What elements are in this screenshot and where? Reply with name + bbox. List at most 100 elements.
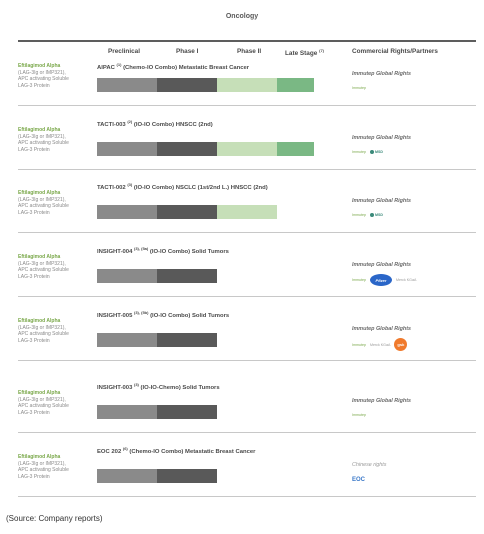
- drug-description: Eftilagimod Alpha (LAG-3Ig or IMP321), APC…: [18, 127, 100, 153]
- progress-segment-late-stage: [277, 78, 314, 92]
- drug-name: Eftilagimod Alpha: [18, 318, 61, 324]
- merck-mark-icon: [369, 150, 374, 154]
- partner-logo-text: Immutep: [352, 150, 366, 154]
- trial-reference: (6): [122, 446, 128, 451]
- progress-segment-preclinical: [97, 333, 157, 347]
- progress-segment-phase2: [217, 142, 277, 156]
- partner-logo-text: Immutep: [352, 278, 366, 282]
- partner-logo-text: Merck KGaA: [369, 342, 391, 347]
- drug-desc-line: APC activating Soluble: [18, 267, 69, 274]
- header-rights: Commercial Rights/Partners: [352, 48, 438, 55]
- drug-name: Eftilagimod Alpha: [18, 254, 61, 260]
- commercial-rights-label: Immutep Global Rights: [352, 262, 411, 268]
- trial-title: TACTI-002 (3) (IO-IO Combo) NSCLC (1st/2…: [97, 182, 268, 191]
- trial-title: EOC 202 (6) (Chemo-IO Combo) Metastatic …: [97, 446, 255, 455]
- trial-name: INSIGHT-003: [97, 384, 133, 391]
- drug-desc-line: LAG-3 Protein: [18, 273, 50, 280]
- progress-segment-phase1: [157, 78, 217, 92]
- commercial-rights-label: Chinese rights: [352, 462, 387, 468]
- drug-name: Eftilagimod Alpha: [18, 390, 61, 396]
- drug-desc-line: APC activating Soluble: [18, 140, 69, 147]
- drug-desc-line: (LAG-3Ig or IMP321),: [18, 460, 66, 467]
- immutep-logo: Immutep: [352, 413, 366, 417]
- partner-logo-text: Immutep: [352, 213, 366, 217]
- header-late-stage-label: Late Stage: [285, 50, 318, 58]
- trial-reference: (3): [134, 382, 139, 387]
- trial-name: AIPAC: [97, 64, 115, 71]
- trial-description: (IO-IO-Chemo) Solid Tumors: [140, 384, 220, 391]
- drug-description: Eftilagimod Alpha (LAG-3Ig or IMP321), APC…: [18, 254, 100, 280]
- progress-segment-preclinical: [97, 78, 157, 92]
- drug-desc-line: APC activating Soluble: [18, 331, 69, 338]
- drug-desc-line: LAG-3 Protein: [18, 146, 50, 153]
- trial-name: INSIGHT-004: [97, 248, 133, 255]
- drug-desc-line: LAG-3 Protein: [18, 337, 50, 344]
- trial-description: (IO-IO Combo) Solid Tumors: [150, 312, 230, 319]
- partner-logo-text: gsk: [397, 342, 405, 347]
- drug-desc-line: (LAG-3Ig or IMP321),: [18, 196, 66, 203]
- trial-reference: (3): [127, 182, 133, 187]
- drug-desc-line: LAG-3 Protein: [18, 82, 50, 89]
- row-divider: [18, 105, 476, 106]
- progress-segment-preclinical: [97, 205, 157, 219]
- trial-title: AIPAC (1) (Chemo-IO Combo) Metastatic Br…: [97, 62, 249, 71]
- drug-desc-line: APC activating Soluble: [18, 203, 69, 210]
- progress-segment-phase1: [157, 269, 217, 283]
- trial-reference: (3), (5b): [134, 310, 149, 315]
- partner-logo-text: Pfizer: [375, 277, 387, 283]
- partner-logo-text: Immutep: [352, 86, 366, 90]
- progress-segment-preclinical: [97, 142, 157, 156]
- row-divider: [18, 496, 476, 497]
- trial-name: EOC 202: [97, 448, 122, 455]
- header-late-stage-note: (7): [319, 48, 324, 53]
- progress-segment-phase1: [157, 469, 217, 483]
- merck-logo: MSD: [369, 150, 383, 154]
- trial-description: (IO-IO Combo) NSCLC (1st/2nd L.) HNSCC (…: [133, 184, 268, 191]
- header-late-stage: Late Stage (7): [285, 48, 324, 57]
- progress-bar: [97, 78, 314, 92]
- header-phase2: Phase II: [237, 48, 262, 55]
- partner-logos: Immutep: [352, 413, 366, 417]
- partner-logos: EOC: [352, 477, 365, 483]
- commercial-rights-label: Immutep Global Rights: [352, 71, 411, 77]
- header-divider: [18, 40, 476, 42]
- drug-description: Eftilagimod Alpha (LAG-3Ig or IMP321), APC…: [18, 190, 100, 216]
- drug-name: Eftilagimod Alpha: [18, 63, 61, 69]
- drug-desc-line: LAG-3 Protein: [18, 409, 50, 416]
- partner-logo-text: EOC: [352, 477, 366, 483]
- gsk-logo: gsk: [394, 338, 408, 351]
- merck-kgaa-logo: Merck KGaA: [370, 343, 390, 347]
- progress-segment-phase1: [157, 142, 217, 156]
- partner-logos: Immutep MSD: [352, 213, 383, 217]
- drug-desc-line: (LAG-3Ig or IMP321),: [18, 324, 66, 331]
- header-phase1: Phase I: [176, 48, 199, 55]
- partner-logo-text: Merck KGaA: [395, 278, 417, 282]
- progress-segment-phase1: [157, 205, 217, 219]
- drug-desc-line: APC activating Soluble: [18, 467, 69, 474]
- progress-bar: [97, 205, 277, 219]
- trial-description: (Chemo-IO Combo) Metastatic Breast Cance…: [129, 448, 256, 455]
- trial-name: INSIGHT-005: [97, 312, 133, 319]
- trial-description: (IO-IO Combo) HNSCC (2nd): [133, 121, 213, 128]
- eoc-logo: EOC: [352, 477, 365, 483]
- progress-segment-phase1: [157, 405, 217, 419]
- row-divider: [18, 432, 476, 433]
- commercial-rights-label: Immutep Global Rights: [352, 326, 411, 332]
- trial-description: (Chemo-IO Combo) Metastatic Breast Cance…: [123, 64, 250, 71]
- drug-desc-line: APC activating Soluble: [18, 403, 69, 410]
- immutep-logo: Immutep: [352, 86, 366, 90]
- pfizer-logo: Pfizer: [369, 274, 392, 286]
- partner-logo-text: MSD: [374, 150, 383, 154]
- drug-desc-line: APC activating Soluble: [18, 76, 69, 83]
- commercial-rights-label: Immutep Global Rights: [352, 398, 411, 404]
- drug-desc-line: (LAG-3Ig or IMP321),: [18, 260, 66, 267]
- trial-reference: (1): [116, 62, 122, 67]
- immutep-logo: Immutep: [352, 278, 366, 282]
- commercial-rights-label: Immutep Global Rights: [352, 135, 411, 141]
- progress-bar: [97, 405, 217, 419]
- row-divider: [18, 169, 476, 170]
- immutep-logo: Immutep: [352, 343, 366, 347]
- trial-title: TACTI-003 (2) (IO-IO Combo) HNSCC (2nd): [97, 119, 213, 128]
- progress-segment-phase1: [157, 333, 217, 347]
- progress-bar: [97, 469, 217, 483]
